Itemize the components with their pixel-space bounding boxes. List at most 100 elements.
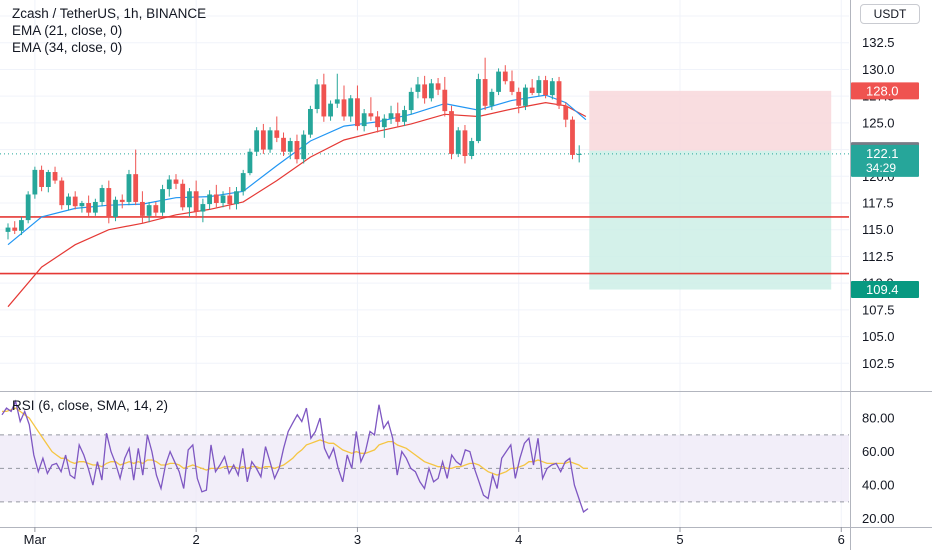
candle-body bbox=[160, 189, 165, 213]
rsi-tick-label: 20.00 bbox=[862, 511, 895, 526]
candle-body bbox=[355, 98, 360, 127]
candle-body bbox=[113, 199, 118, 217]
candle-body bbox=[576, 153, 582, 155]
time-tick-label: 5 bbox=[676, 532, 683, 547]
price-label-text: 109.4 bbox=[866, 282, 899, 297]
candle-body bbox=[556, 81, 562, 106]
candle-body bbox=[321, 84, 327, 117]
candle-body bbox=[294, 141, 300, 160]
candle-body bbox=[341, 99, 347, 117]
countdown-label: 34:29 bbox=[866, 161, 896, 175]
candle-body bbox=[25, 194, 31, 221]
ema34-line bbox=[7, 101, 587, 308]
candle-body bbox=[334, 99, 340, 104]
time-tick-label: 3 bbox=[354, 532, 361, 547]
price-tick-label: 132.5 bbox=[862, 35, 895, 50]
candle-body bbox=[45, 172, 51, 187]
candle-body bbox=[442, 89, 448, 112]
candle-body bbox=[79, 203, 85, 207]
candles-group bbox=[5, 57, 582, 240]
price-label-text: 122.1 bbox=[866, 146, 899, 161]
candle-body bbox=[388, 113, 394, 119]
candle-body bbox=[422, 84, 428, 99]
candle-body bbox=[140, 201, 145, 216]
candle-body bbox=[523, 87, 528, 106]
ema21-line bbox=[7, 94, 587, 246]
candle-body bbox=[207, 194, 212, 205]
time-tick-label: 4 bbox=[515, 532, 522, 547]
candle-body bbox=[496, 71, 501, 92]
candle-body bbox=[240, 173, 246, 192]
candle-body bbox=[260, 130, 266, 150]
price-tick-label: 107.5 bbox=[862, 302, 895, 317]
candle-body bbox=[314, 84, 320, 109]
price-tick-label: 112.5 bbox=[862, 249, 894, 264]
candle-body bbox=[368, 113, 374, 117]
candle-body bbox=[59, 180, 65, 206]
candle-body bbox=[543, 80, 548, 96]
candle-body bbox=[408, 91, 414, 111]
candle-body bbox=[328, 103, 333, 117]
ema34-legend: EMA (34, close, 0) bbox=[12, 40, 123, 55]
candle-body bbox=[227, 195, 233, 205]
candle-body bbox=[180, 183, 186, 208]
candle-body bbox=[502, 71, 508, 82]
rsi-tick-label: 40.00 bbox=[862, 478, 895, 493]
rsi-tick-label: 80.00 bbox=[862, 411, 895, 426]
time-tick-label: Mar bbox=[24, 532, 47, 547]
candle-body bbox=[482, 79, 488, 106]
price-tick-label: 102.5 bbox=[862, 356, 895, 371]
candle-body bbox=[308, 108, 313, 135]
candle-body bbox=[563, 105, 569, 120]
candle-body bbox=[247, 151, 253, 174]
candle-body bbox=[32, 169, 38, 195]
candle-body bbox=[52, 172, 58, 181]
price-label-box bbox=[851, 82, 919, 100]
time-tick-label: 6 bbox=[838, 532, 845, 547]
candle-body bbox=[415, 84, 421, 92]
candle-body bbox=[428, 83, 434, 99]
take-profit-zone bbox=[589, 150, 832, 290]
candle-body bbox=[469, 141, 475, 156]
candle-body bbox=[287, 141, 293, 152]
candle-body bbox=[200, 204, 206, 212]
price-tick-label: 130.0 bbox=[862, 62, 895, 77]
candle-body bbox=[549, 81, 555, 96]
candle-body bbox=[39, 169, 44, 187]
candle-body bbox=[12, 227, 18, 231]
candle-body bbox=[449, 111, 454, 154]
candle-body bbox=[234, 191, 239, 205]
candle-body bbox=[509, 81, 515, 92]
candle-body bbox=[92, 201, 98, 213]
currency-badge[interactable]: USDT bbox=[860, 4, 920, 24]
candle-body bbox=[173, 179, 179, 184]
candle-body bbox=[86, 203, 92, 213]
stop-loss-zone bbox=[589, 90, 832, 151]
rsi-sma-line bbox=[2, 407, 588, 476]
candle-body bbox=[99, 188, 105, 202]
price-tick-label: 117.5 bbox=[862, 196, 894, 211]
candle-body bbox=[348, 98, 354, 117]
candle-body bbox=[5, 227, 11, 232]
candle-body bbox=[220, 195, 226, 204]
rsi-tick-label: 60.00 bbox=[862, 444, 895, 459]
ema21-legend: EMA (21, close, 0) bbox=[12, 23, 123, 38]
candle-body bbox=[133, 174, 139, 202]
price-tick-label: 105.0 bbox=[862, 329, 895, 344]
candle-body bbox=[119, 199, 125, 202]
candle-body bbox=[361, 113, 367, 127]
candle-body bbox=[267, 130, 273, 150]
candle-body bbox=[435, 83, 441, 90]
candle-body bbox=[126, 174, 132, 202]
rsi-legend: RSI (6, close, SMA, 14, 2) bbox=[12, 398, 169, 413]
rsi-line bbox=[1, 399, 589, 513]
candle-body bbox=[254, 130, 260, 152]
candle-body bbox=[375, 116, 380, 128]
candle-body bbox=[72, 196, 78, 207]
candle-body bbox=[166, 179, 172, 190]
candle-body bbox=[516, 91, 522, 106]
price-tick-label: 125.0 bbox=[862, 115, 895, 130]
price-label-box bbox=[851, 281, 919, 299]
candle-body bbox=[187, 191, 192, 208]
